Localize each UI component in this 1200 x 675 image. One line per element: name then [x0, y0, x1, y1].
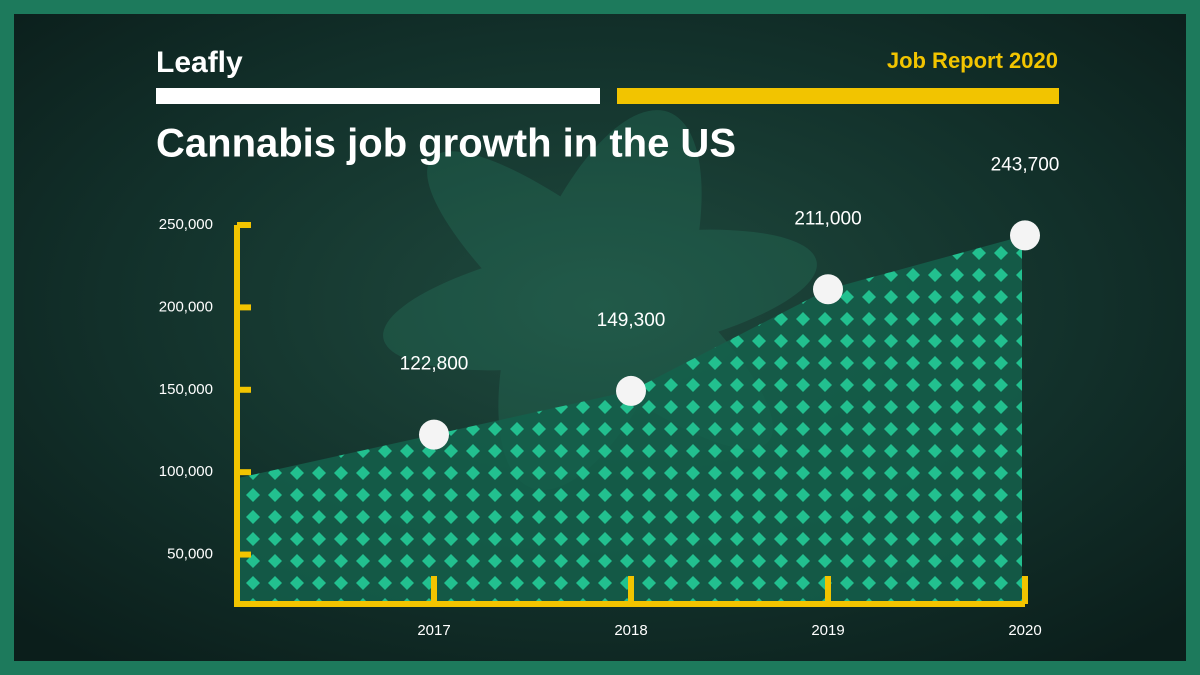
area	[237, 235, 1025, 605]
data-point	[813, 274, 843, 305]
x-tick-label: 2020	[1008, 622, 1041, 639]
value-label: 211,000	[794, 208, 861, 229]
data-point	[616, 375, 646, 406]
y-tick-label: 200,000	[159, 298, 213, 315]
y-tick-label: 150,000	[159, 381, 213, 398]
x-tick-label: 2019	[811, 622, 844, 639]
report-title: Job Report 2020	[887, 48, 1058, 73]
chart-title: Cannabis job growth in the US	[156, 122, 736, 166]
data-point	[1010, 220, 1040, 251]
x-tick-label: 2018	[614, 622, 647, 639]
value-label: 122,800	[400, 354, 469, 375]
y-tick-label: 100,000	[159, 463, 213, 480]
x-tick-label: 2017	[417, 622, 450, 639]
header-bar	[617, 88, 1059, 104]
brand: Leafly	[156, 46, 243, 79]
header-bar	[156, 88, 600, 104]
value-label: 243,700	[991, 154, 1060, 175]
value-label: 149,300	[597, 310, 666, 331]
data-point	[419, 419, 449, 450]
y-tick-label: 50,000	[167, 546, 213, 563]
y-tick-label: 250,000	[159, 216, 213, 233]
